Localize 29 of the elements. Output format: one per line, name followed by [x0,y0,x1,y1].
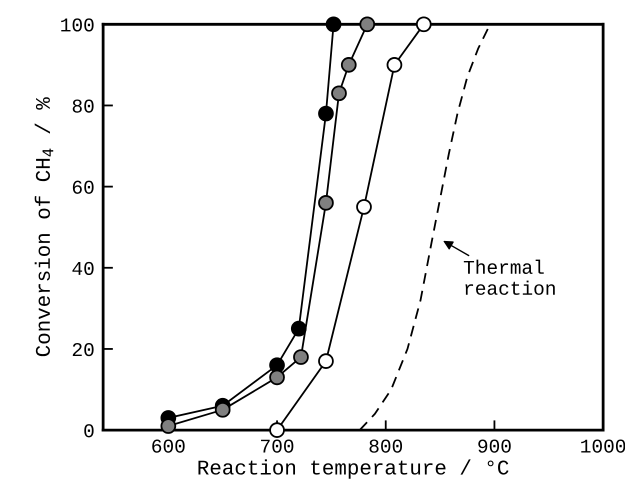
point [386,57,402,73]
y-tick-label: 80 [72,100,94,113]
point [290,320,307,337]
point [214,402,231,418]
x-tick-label: 800 [369,440,402,453]
point [340,57,357,73]
y-axis-title: Conversion of CH$_{4}$ / % [34,97,54,356]
x-tick-label: 1000 [581,440,625,453]
x-tick-label: 700 [261,440,294,453]
point [326,16,342,32]
x-tick-label: 600 [152,440,185,453]
point [331,85,347,102]
point [318,353,334,369]
point [269,370,285,386]
point [293,349,309,365]
y-tick-label: 60 [72,180,94,194]
y-tick-label: 20 [72,342,94,356]
point [359,16,376,32]
x-tick-label: 900 [478,440,511,453]
point [160,418,176,434]
point [318,195,334,211]
x-axis-title: Reaction temperature / °C [198,459,508,479]
annotation: Thermal reaction [464,260,555,295]
point [356,199,372,215]
point [318,106,334,122]
point [416,16,432,32]
y-tick-label: 0 [84,424,94,438]
y-tick-label: 100 [61,18,94,32]
y-tick-label: 40 [72,262,94,276]
